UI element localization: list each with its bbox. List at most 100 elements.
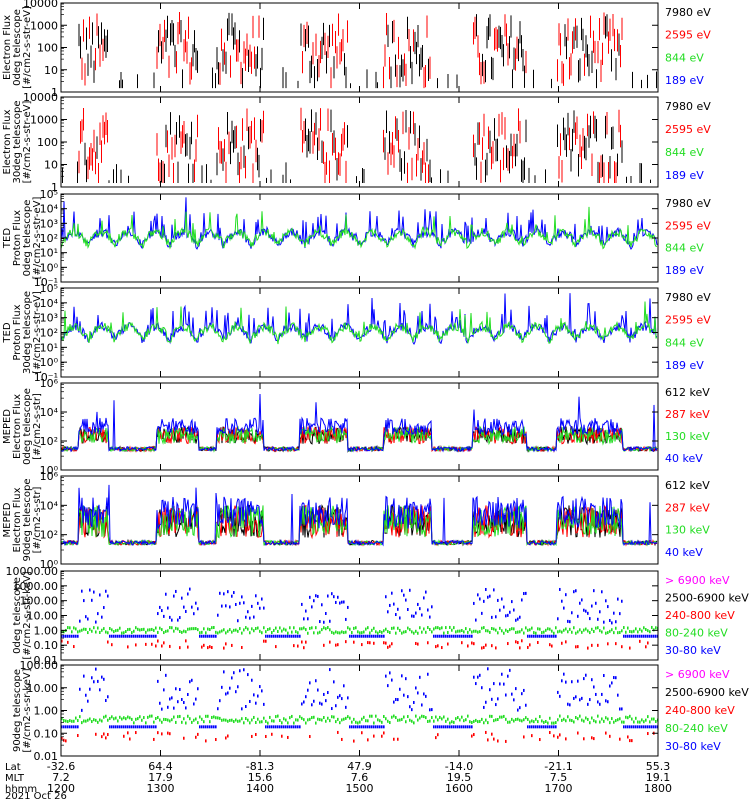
flux-point [415, 714, 417, 718]
flux-point [655, 725, 657, 729]
flux-point [67, 626, 69, 630]
flux-point [249, 721, 251, 725]
flux-point [295, 725, 297, 729]
flux-point [121, 634, 123, 638]
flux-point [89, 717, 91, 721]
flux-point [313, 631, 315, 635]
flux-point [197, 607, 199, 611]
flux-point [353, 725, 355, 729]
flux-point [635, 627, 637, 631]
flux-point [153, 634, 155, 638]
flux-point [633, 629, 635, 633]
flux-point [137, 725, 139, 729]
ylabel-line: Electron Flux [2, 109, 13, 174]
legend-entry: 287 keV [665, 408, 710, 421]
flux-point [289, 725, 291, 729]
flux-point [247, 718, 249, 722]
flux-point [559, 694, 561, 698]
y-tick-label: 1000.00 [13, 580, 59, 593]
flux-point [569, 620, 571, 624]
flux-point [283, 725, 285, 729]
flux-point [551, 725, 553, 729]
flux-point [339, 694, 341, 698]
flux-point [481, 717, 483, 721]
flux-point [315, 626, 317, 630]
flux-point [449, 721, 451, 725]
flux-point [149, 714, 151, 718]
flux-point [253, 615, 255, 619]
flux-point [409, 588, 411, 592]
flux-point [521, 628, 523, 632]
flux-point [219, 591, 221, 595]
flux-point [353, 634, 355, 638]
legend-entry: 2595 eV [665, 29, 711, 42]
flux-point [503, 682, 505, 686]
flux-point [205, 634, 207, 638]
flux-point [317, 631, 319, 635]
flux-point [169, 644, 171, 648]
flux-point [485, 587, 487, 591]
flux-point [499, 682, 501, 686]
flux-point [289, 634, 291, 638]
flux-point [303, 626, 305, 630]
flux-point [447, 634, 449, 638]
flux-point [237, 719, 239, 723]
flux-point [109, 627, 111, 631]
flux-point [311, 716, 313, 720]
flux-point [353, 717, 355, 721]
flux-point [383, 725, 385, 729]
flux-point [91, 676, 93, 680]
flux-point [523, 688, 525, 692]
flux-point [185, 630, 187, 634]
flux-point [103, 606, 105, 610]
flux-point [177, 627, 179, 631]
flux-point [321, 603, 323, 607]
panel-2-ylabel: Electron Flux 30deg telescope [#/cm2-s-str… [2, 100, 33, 183]
flux-point [225, 718, 227, 722]
panel-1-traces [78, 12, 657, 89]
flux-point [599, 720, 601, 724]
flux-point [617, 718, 619, 722]
flux-point [319, 701, 321, 705]
legend-entry: 612 keV [665, 386, 710, 399]
flux-point [313, 599, 315, 603]
flux-point [437, 626, 439, 630]
flux-point [239, 719, 241, 723]
flux-point [335, 704, 337, 708]
flux-point [393, 737, 395, 741]
flux-point [413, 700, 415, 704]
y-tick-label: 10000.00 [6, 565, 59, 578]
flux-point [435, 736, 437, 740]
flux-point [211, 645, 213, 649]
flux-point [211, 715, 213, 719]
flux-point [321, 702, 323, 706]
flux-point [329, 628, 331, 632]
flux-point [397, 718, 399, 722]
flux-point [81, 708, 83, 712]
flux-point [433, 634, 435, 638]
flux-point [273, 628, 275, 632]
flux-point [585, 716, 587, 720]
flux-point [265, 630, 267, 634]
y-tick-label: 10² [40, 529, 58, 542]
flux-point [265, 734, 267, 738]
flux-point [527, 717, 529, 721]
flux-point [549, 716, 551, 720]
flux-point [141, 718, 143, 722]
legend-entry: 40 keV [665, 452, 703, 465]
flux-point [357, 721, 359, 725]
flux-point [163, 688, 165, 692]
flux-point [481, 611, 483, 615]
flux-point [649, 720, 651, 724]
flux-point [175, 589, 177, 593]
flux-point [77, 734, 79, 738]
ylabel-line: 30deg telescope [12, 100, 23, 183]
flux-point [455, 717, 457, 721]
flux-point [185, 609, 187, 613]
flux-point [83, 674, 85, 678]
flux-point [145, 721, 147, 725]
flux-point [595, 720, 597, 724]
flux-point [245, 626, 247, 630]
y-tick-label: 10² [40, 435, 58, 448]
